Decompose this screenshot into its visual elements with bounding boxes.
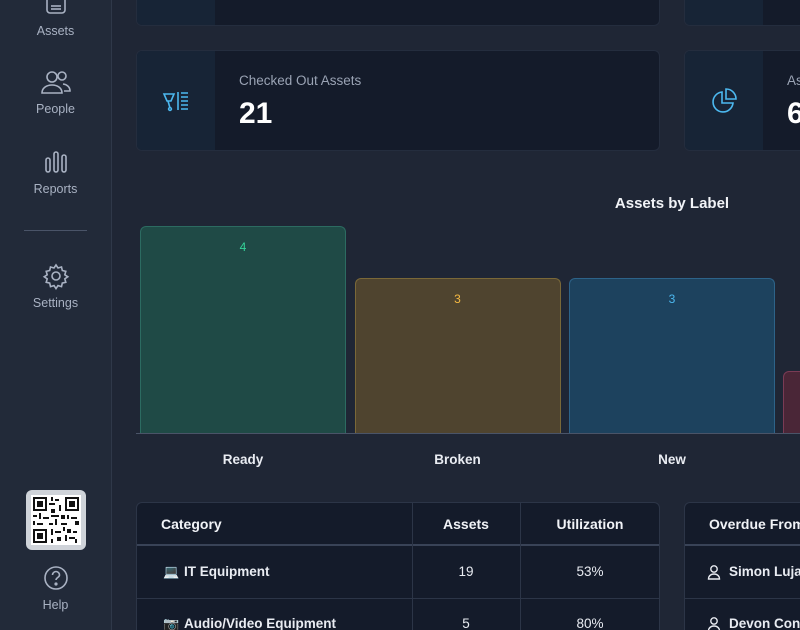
overdue-person-name: Devon Con — [729, 616, 800, 630]
chart-x-axis — [136, 433, 800, 434]
qr-code[interactable] — [26, 490, 86, 550]
box-icon — [45, 0, 66, 14]
sidebar: Assets People Reports Settings — [0, 0, 112, 630]
chart-bar-value: 3 — [668, 291, 676, 306]
sidebar-item-assets[interactable]: Assets — [0, 0, 111, 38]
chart-category-label: New — [658, 452, 686, 467]
category-assets: 5 — [462, 616, 470, 630]
overdue-table: Overdue From Simon Luja Devon Con — [684, 502, 800, 630]
sidebar-divider — [24, 230, 87, 231]
sidebar-item-label: Help — [42, 598, 69, 612]
sidebar-item-reports[interactable]: Reports — [0, 148, 111, 196]
chart-bar-partial — [783, 371, 800, 433]
people-icon — [40, 71, 71, 94]
category-icon: 📷 — [163, 616, 180, 630]
stat-value: 21 — [239, 97, 273, 130]
help-icon — [43, 566, 68, 590]
stat-card-top-left — [136, 0, 660, 26]
qr-code-icon — [31, 495, 81, 545]
category-utilization: 80% — [576, 616, 604, 630]
person-icon — [707, 617, 721, 630]
chart-bar-value: 4 — [239, 240, 247, 254]
column-header-utilization[interactable]: Utilization — [556, 516, 624, 532]
stat-value: 6 — [787, 97, 800, 131]
checkout-icon — [162, 91, 188, 111]
person-icon — [707, 565, 721, 580]
sidebar-item-people[interactable]: People — [0, 68, 111, 116]
column-header-assets[interactable]: Assets — [443, 516, 489, 532]
chart-bar-broken[interactable] — [354, 277, 561, 433]
overdue-person-name: Simon Luja — [729, 564, 800, 579]
category-name: IT Equipment — [184, 564, 270, 579]
stat-label: Checked Out Assets — [239, 73, 362, 88]
sidebar-item-label: Reports — [33, 182, 78, 196]
column-header-overdue-from[interactable]: Overdue From — [709, 516, 800, 532]
stat-label: As — [787, 73, 800, 88]
category-table: Category Assets Utilization 💻 IT Equipme… — [136, 502, 660, 630]
stat-card-checked-out[interactable]: Checked Out Assets 21 — [136, 50, 660, 151]
sidebar-item-label: People — [36, 102, 75, 116]
sidebar-item-help[interactable]: Help — [0, 564, 111, 612]
stat-card-assets[interactable]: As 6 — [684, 50, 800, 151]
sidebar-item-label: Assets — [36, 24, 75, 38]
sidebar-item-settings[interactable]: Settings — [0, 262, 111, 310]
chart-category-label: Broken — [434, 452, 481, 467]
category-assets: 19 — [458, 564, 474, 579]
category-icon: 💻 — [163, 564, 180, 579]
category-name: Audio/Video Equipment — [184, 616, 337, 630]
stat-card-top-right — [684, 0, 800, 26]
sidebar-item-label: Settings — [32, 296, 79, 310]
chart-bar-new[interactable] — [569, 277, 775, 433]
chart-bar-ready[interactable] — [140, 226, 346, 433]
pie-chart-icon — [712, 87, 737, 113]
bar-chart-icon — [44, 151, 67, 173]
chart-title: Assets by Label — [614, 195, 730, 212]
gear-icon — [42, 263, 69, 290]
chart-category-label: Ready — [222, 452, 264, 467]
column-header-category[interactable]: Category — [161, 516, 222, 532]
chart-bar-value: 3 — [454, 291, 461, 306]
category-utilization: 53% — [576, 564, 604, 579]
